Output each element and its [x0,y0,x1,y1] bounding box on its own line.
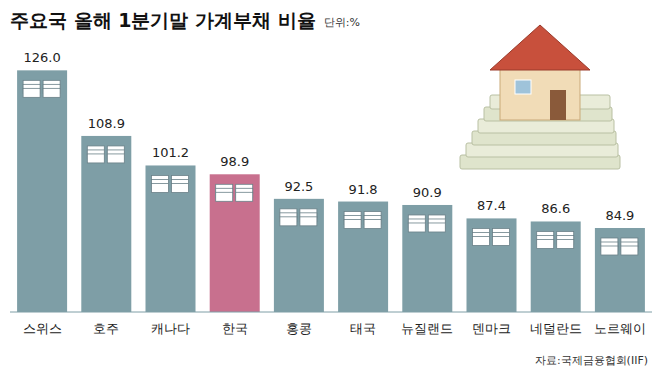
bar [274,199,324,312]
bar [595,228,645,312]
house-window [515,80,531,94]
bill-icon [236,192,253,201]
bill-icon [428,223,445,232]
data-label: 91.8 [349,182,378,197]
bar [402,205,452,312]
bar [467,218,517,312]
bill-icon [493,236,510,245]
data-label: 87.4 [477,198,506,213]
house-wall [500,65,580,120]
house-door [550,90,566,120]
bar [531,221,581,312]
category-label: 네덜란드 [530,321,582,336]
category-label: 덴마크 [472,321,511,336]
bill-icon [300,217,317,226]
bill-icon [43,88,60,97]
bill-icon [364,220,381,229]
bill-icon [172,183,189,192]
bill-icon [601,246,618,255]
data-label: 126.0 [23,50,60,65]
title: 주요국 올해 1분기말 가계부채 비율 [10,9,316,31]
category-label: 노르웨이 [594,321,646,336]
bar [81,136,131,312]
bill-icon [408,223,425,232]
chart-root: 주요국 올해 1분기말 가계부채 비율 단위:% 126.0 스위스 108.9 호주 10… [0,0,658,372]
bill-icon [152,183,169,192]
data-label: 101.2 [152,145,189,160]
labels: 126.0 스위스 108.9 호주 101.2 캐나다 98.9 한국 92.5 홍콩 91.8 태… [23,50,646,336]
baseline [10,312,652,313]
bill-icon [23,88,40,97]
category-label: 한국 [222,321,248,336]
bar [338,202,388,312]
house-roof [490,25,590,70]
source: 자료:국제금융협회(IIF) [535,354,648,367]
category-label: 홍콩 [286,321,312,336]
data-label: 86.6 [541,201,570,216]
category-label: 호주 [93,321,119,336]
bill-icon [537,239,554,248]
bill-icon [473,236,490,245]
bar [17,70,67,312]
chart-svg: 주요국 올해 1분기말 가계부채 비율 단위:% 126.0 스위스 108.9 호주 10… [0,0,658,372]
data-label: 84.9 [605,208,634,223]
bill-icon [344,220,361,229]
bill-icon [557,239,574,248]
category-label: 캐나다 [151,321,190,336]
bill-icon [280,217,297,226]
data-label: 90.9 [413,185,442,200]
data-label: 108.9 [88,116,125,131]
bill-icon [107,154,124,163]
subtitle: 단위:% [324,16,360,29]
decoration [460,25,620,169]
category-label: 태국 [350,321,376,336]
bar [146,165,196,312]
data-label: 98.9 [220,154,249,169]
category-label: 스위스 [23,321,62,336]
category-label: 뉴질랜드 [401,321,453,336]
data-label: 92.5 [284,179,313,194]
bill-icon [87,154,104,163]
bar [210,174,260,312]
bars [17,70,645,312]
bill-icon [216,192,233,201]
bill-icon [621,246,638,255]
